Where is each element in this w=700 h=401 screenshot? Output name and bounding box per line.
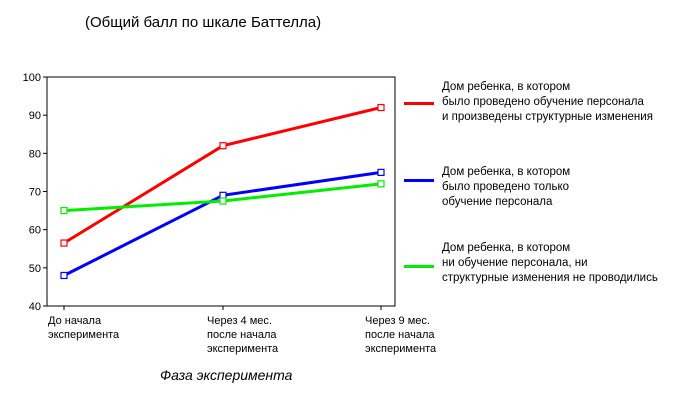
legend-label-red: Дом ребенка, в котором было проведено об… — [442, 81, 653, 123]
y-tick-label: 70 — [29, 187, 41, 199]
data-point — [219, 142, 227, 150]
y-tick-label: 40 — [29, 301, 41, 313]
plot-frame — [46, 76, 396, 307]
data-point — [60, 271, 68, 280]
data-point — [377, 180, 385, 188]
legend-line-red — [404, 102, 434, 105]
x-tick-label: Через 4 мес. после начала эксперимента — [207, 315, 279, 355]
x-axis-label: Фаза эксперимента — [160, 367, 293, 383]
data-point — [377, 168, 385, 177]
chart-title: (Общий балл по шкале Баттелла) — [85, 14, 322, 31]
y-tick-label: 50 — [29, 263, 41, 275]
x-tick-label: Через 9 мес. после начала эксперимента — [365, 315, 437, 355]
data-point — [60, 239, 68, 247]
y-tick-label: 100 — [23, 72, 41, 84]
y-tick-label: 90 — [29, 110, 41, 122]
data-point — [60, 206, 68, 215]
y-tick-label: 60 — [29, 225, 41, 237]
legend-label-green: Дом ребенка, в котором ни обучение персо… — [442, 242, 658, 284]
series-line-0 — [63, 106, 382, 245]
legend-line-blue — [404, 179, 434, 182]
legend-line-green — [404, 265, 434, 268]
y-tick-label: 80 — [29, 148, 41, 160]
x-tick-label: До начала эксперимента — [48, 315, 120, 341]
data-point — [219, 191, 227, 199]
legend-label-blue: Дом ребенка, в котором было проведено то… — [442, 166, 571, 208]
data-point — [377, 103, 385, 112]
data-point — [219, 197, 227, 205]
